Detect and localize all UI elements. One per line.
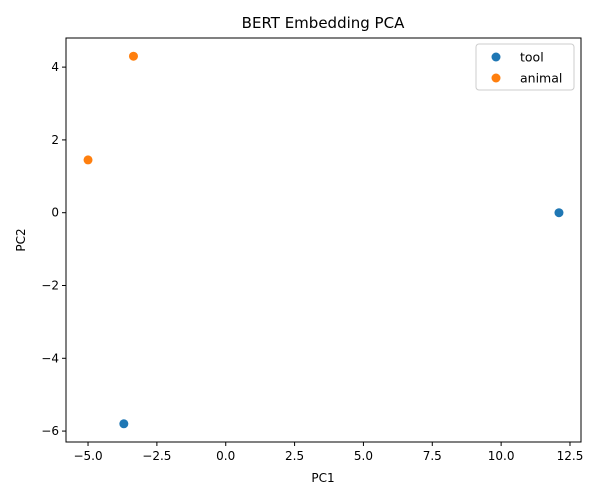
x-axis-label: PC1: [311, 471, 334, 485]
chart-title: BERT Embedding PCA: [242, 14, 405, 32]
y-tick-label: 4: [51, 60, 59, 74]
y-tick-label: −4: [41, 351, 59, 365]
data-point-animal: [128, 51, 138, 61]
x-tick-label: 10.0: [488, 449, 515, 463]
y-axis-label: PC2: [14, 228, 28, 251]
plot-area: [65, 37, 582, 443]
legend-label-animal: animal: [520, 71, 562, 86]
x-tick-label: 5.0: [354, 449, 373, 463]
legend: tool animal: [475, 43, 575, 91]
y-tick-label: 2: [51, 133, 59, 147]
legend-label-tool: tool: [520, 50, 544, 65]
x-tick-label: 0.0: [216, 449, 235, 463]
y-tick-label: 0: [51, 206, 59, 220]
legend-marker-tool: [491, 52, 501, 62]
y-axis-ticks: −6 −4 −2 0 2 4: [41, 60, 66, 438]
data-points: [83, 51, 564, 429]
data-point-tool: [554, 208, 564, 218]
data-point-tool: [119, 419, 129, 429]
x-axis-ticks: −5.0 −2.5 0.0 2.5 5.0 7.5 10.0 12.5: [73, 442, 583, 463]
x-tick-label: 7.5: [423, 449, 442, 463]
y-tick-label: −2: [41, 278, 59, 292]
y-tick-label: −6: [41, 424, 59, 438]
x-tick-label: 2.5: [285, 449, 304, 463]
legend-marker-animal: [491, 73, 501, 83]
x-tick-label: −5.0: [73, 449, 102, 463]
legend-box: [475, 43, 575, 91]
x-tick-label: 12.5: [557, 449, 584, 463]
data-point-animal: [83, 155, 93, 165]
x-tick-label: −2.5: [142, 449, 171, 463]
